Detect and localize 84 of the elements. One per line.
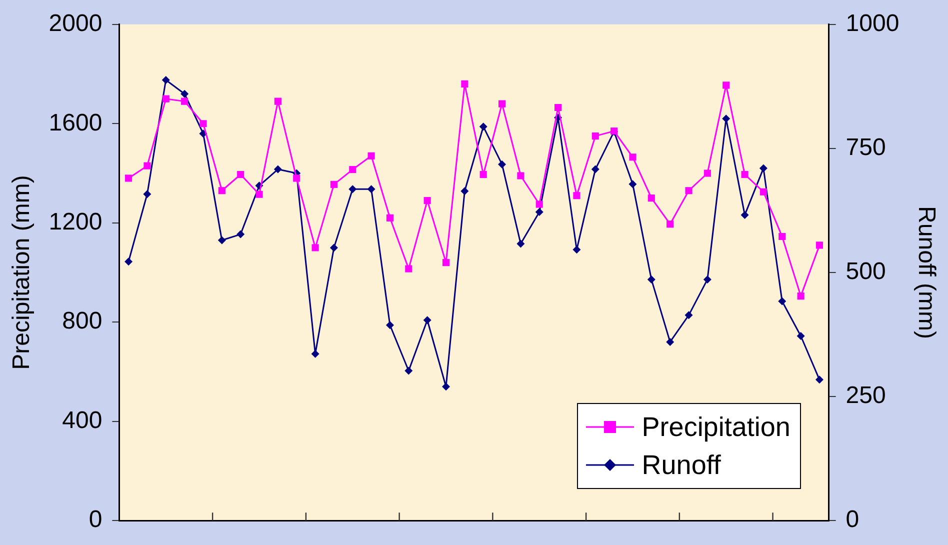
point: [572, 246, 581, 254]
point: [144, 162, 151, 170]
point: [274, 165, 282, 174]
point: [442, 382, 450, 391]
point: [162, 76, 170, 84]
point: [741, 170, 748, 178]
point: [424, 197, 431, 204]
point: [368, 152, 375, 160]
legend-label: Runoff: [642, 448, 721, 482]
point: [218, 236, 226, 244]
y-tick-label: 400: [62, 406, 102, 434]
point: [330, 244, 338, 252]
point: [629, 154, 636, 161]
point: [442, 259, 450, 266]
point: [592, 132, 599, 140]
point: [722, 82, 730, 89]
point: [647, 275, 656, 284]
point: [684, 311, 693, 320]
point: [648, 194, 655, 202]
point: [535, 208, 544, 216]
point: [816, 242, 824, 249]
point: [293, 174, 300, 182]
point: [666, 220, 674, 228]
legend-label: Precipitation: [642, 410, 790, 444]
y-tick-label: 1200: [48, 208, 102, 236]
point: [181, 98, 188, 105]
point: [162, 95, 170, 102]
point: [348, 185, 357, 194]
point: [124, 258, 133, 266]
point: [461, 80, 468, 88]
point: [703, 275, 712, 284]
point: [498, 160, 506, 168]
point: [536, 200, 543, 208]
y-tick-label: 1600: [48, 109, 102, 136]
point: [237, 170, 244, 178]
point: [274, 98, 282, 105]
point: [349, 166, 356, 174]
point: [479, 122, 488, 131]
y2-axis-title: Runoff (mm): [912, 206, 940, 339]
point: [330, 180, 338, 188]
y-tick-label: 2000: [48, 10, 102, 38]
y2-tick-label: 750: [846, 134, 886, 162]
point: [760, 188, 767, 196]
point: [312, 244, 319, 252]
point: [759, 164, 768, 172]
point: [591, 165, 600, 174]
point: [386, 214, 394, 222]
y-tick-label: 0: [88, 506, 102, 534]
point: [740, 210, 749, 219]
point: [516, 240, 525, 248]
point: [498, 100, 506, 108]
y-tick-label: 800: [62, 308, 102, 335]
point: [517, 172, 524, 180]
y-axis-title: Precipitation (mm): [8, 175, 36, 370]
point: [143, 190, 152, 198]
point: [404, 366, 413, 375]
point: [778, 297, 786, 306]
point: [573, 192, 580, 200]
y2-tick-label: 1000: [846, 10, 900, 38]
y2-tick-label: 0: [846, 506, 860, 534]
point: [460, 187, 469, 196]
point: [796, 332, 805, 340]
point: [628, 180, 637, 188]
point: [367, 185, 376, 194]
point: [480, 170, 487, 178]
point: [405, 265, 412, 272]
point: [778, 232, 786, 240]
point: [704, 170, 711, 177]
point: [236, 230, 245, 238]
point: [386, 321, 394, 330]
point: [423, 316, 432, 324]
point: [180, 90, 189, 98]
point: [797, 292, 804, 300]
point: [311, 350, 320, 358]
point: [685, 187, 692, 194]
y2-tick-label: 250: [846, 382, 886, 410]
y2-tick-label: 500: [846, 258, 886, 286]
point: [200, 120, 207, 128]
point: [256, 190, 263, 198]
point: [815, 376, 824, 384]
point: [554, 104, 562, 112]
point: [218, 187, 226, 194]
point: [666, 338, 674, 346]
point: [124, 174, 132, 182]
